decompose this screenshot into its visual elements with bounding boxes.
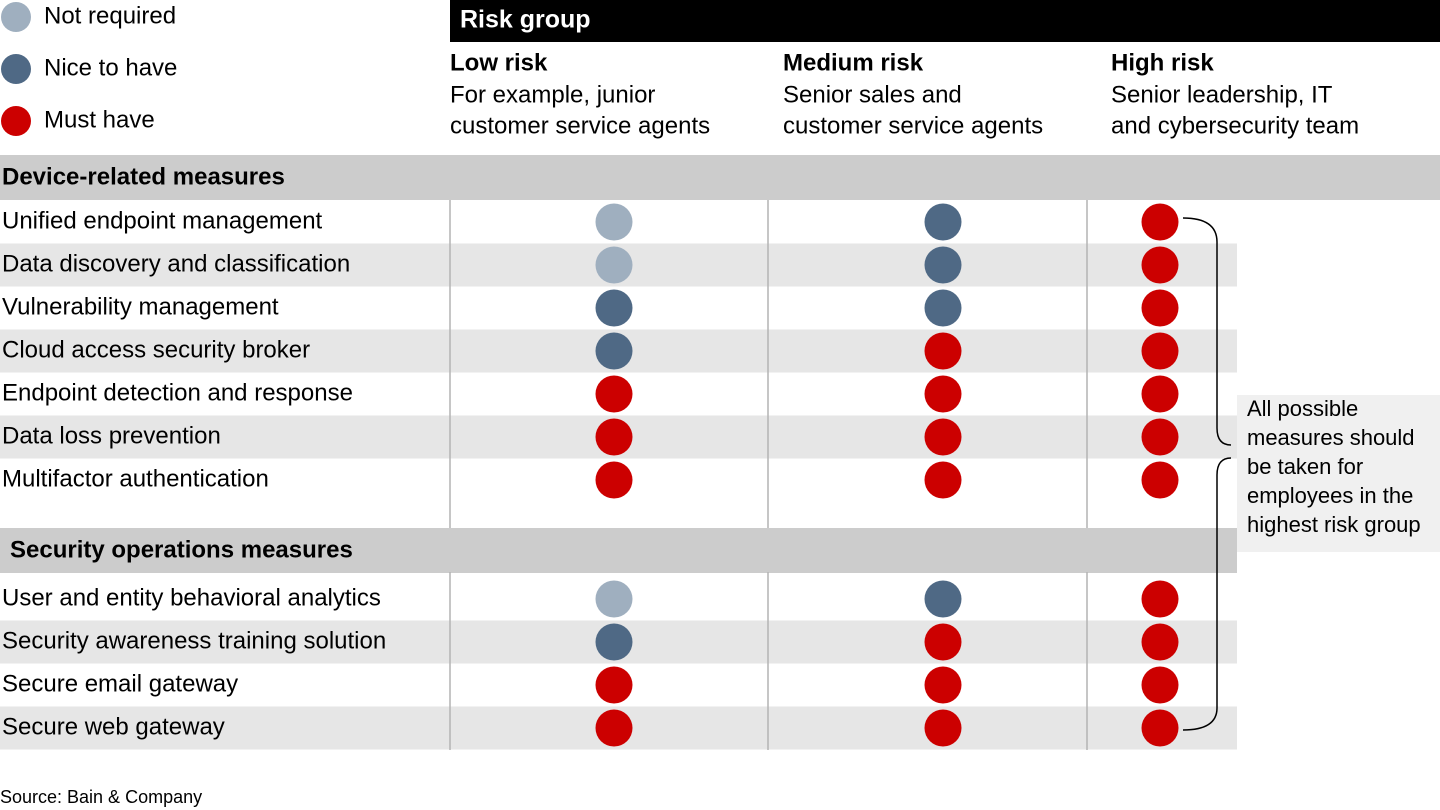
row-label: Secure web gateway bbox=[2, 713, 225, 740]
column-description: customer service agents bbox=[450, 112, 710, 139]
level-dot bbox=[595, 623, 633, 661]
annotation-text: measures should bbox=[1247, 425, 1415, 450]
column-separator bbox=[767, 200, 769, 528]
header-title: Risk group bbox=[460, 6, 591, 34]
section-header bbox=[0, 528, 1237, 573]
level-dot bbox=[595, 332, 633, 370]
row-label: Data loss prevention bbox=[2, 422, 221, 449]
row-label: Security awareness training solution bbox=[2, 627, 386, 654]
annotation-box bbox=[1237, 395, 1440, 552]
level-dot bbox=[924, 375, 962, 413]
legend-swatch bbox=[1, 2, 31, 32]
annotation-text: highest risk group bbox=[1247, 512, 1421, 537]
header-bar bbox=[450, 0, 1440, 42]
row-label: Secure email gateway bbox=[2, 670, 238, 697]
level-dot bbox=[924, 418, 962, 456]
level-dot bbox=[1141, 375, 1179, 413]
legend-label: Not required bbox=[44, 2, 176, 29]
level-dot bbox=[924, 461, 962, 499]
row-label: Endpoint detection and response bbox=[2, 379, 353, 406]
level-dot bbox=[924, 666, 962, 704]
annotation-text: All possible bbox=[1247, 396, 1358, 421]
level-dot bbox=[924, 332, 962, 370]
level-dot bbox=[1141, 461, 1179, 499]
level-dot bbox=[595, 246, 633, 284]
annotation-text: employees in the bbox=[1247, 483, 1413, 508]
level-dot bbox=[595, 666, 633, 704]
section-title: Security operations measures bbox=[10, 536, 353, 563]
level-dot bbox=[595, 203, 633, 241]
section-header bbox=[0, 155, 1440, 200]
column-description: customer service agents bbox=[783, 112, 1043, 139]
row-label: Cloud access security broker bbox=[2, 336, 310, 363]
column-separator bbox=[1086, 200, 1088, 528]
legend-swatch bbox=[1, 106, 31, 136]
column-name: Medium risk bbox=[783, 49, 924, 76]
row-label: Multifactor authentication bbox=[2, 465, 269, 492]
column-description: For example, junior bbox=[450, 81, 655, 108]
level-dot bbox=[1141, 289, 1179, 327]
level-dot bbox=[1141, 418, 1179, 456]
legend-swatch bbox=[1, 54, 31, 84]
column-name: High risk bbox=[1111, 49, 1214, 76]
level-dot bbox=[1141, 666, 1179, 704]
level-dot bbox=[924, 289, 962, 327]
row-label: Data discovery and classification bbox=[2, 250, 350, 277]
legend-label: Must have bbox=[44, 106, 155, 133]
row-label: Vulnerability management bbox=[2, 293, 279, 320]
level-dot bbox=[1141, 580, 1179, 618]
column-separator bbox=[449, 200, 451, 528]
source: Source: Bain & Company bbox=[0, 787, 202, 807]
level-dot bbox=[924, 246, 962, 284]
legend-label: Nice to have bbox=[44, 54, 177, 81]
level-dot bbox=[924, 203, 962, 241]
level-dot bbox=[595, 375, 633, 413]
row-label: User and entity behavioral analytics bbox=[2, 584, 381, 611]
bracket bbox=[1182, 217, 1232, 731]
level-dot bbox=[595, 461, 633, 499]
column-description: Senior leadership, IT bbox=[1111, 81, 1333, 108]
column-separator bbox=[1086, 572, 1088, 750]
level-dot bbox=[595, 418, 633, 456]
level-dot bbox=[1141, 709, 1179, 747]
column-description: and cybersecurity team bbox=[1111, 112, 1359, 139]
column-separator bbox=[449, 572, 451, 750]
row-label: Unified endpoint management bbox=[2, 207, 323, 234]
level-dot bbox=[924, 709, 962, 747]
level-dot bbox=[924, 623, 962, 661]
column-separator bbox=[767, 572, 769, 750]
level-dot bbox=[1141, 246, 1179, 284]
column-description: Senior sales and bbox=[783, 81, 962, 108]
column-name: Low risk bbox=[450, 49, 548, 76]
level-dot bbox=[1141, 623, 1179, 661]
level-dot bbox=[1141, 203, 1179, 241]
annotation-text: be taken for bbox=[1247, 454, 1363, 479]
level-dot bbox=[924, 580, 962, 618]
level-dot bbox=[595, 289, 633, 327]
section-title: Device-related measures bbox=[2, 163, 285, 190]
level-dot bbox=[1141, 332, 1179, 370]
level-dot bbox=[595, 580, 633, 618]
level-dot bbox=[595, 709, 633, 747]
